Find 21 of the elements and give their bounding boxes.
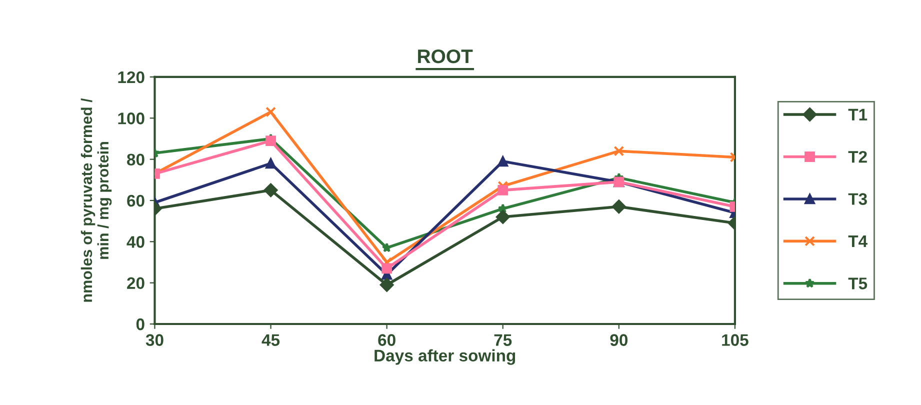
x-tick-label: 105 (722, 334, 748, 346)
legend-label: T3 (848, 193, 867, 205)
x-tick-label: 90 (610, 334, 628, 346)
legend-label: T5 (848, 278, 868, 290)
x-tick-label: 75 (494, 334, 512, 346)
y-tick-label: 60 (127, 194, 144, 207)
y-tick-label: 20 (127, 277, 144, 290)
y-axis-title: nmoles of pyruvate formed / min / mg protein (80, 98, 112, 302)
x-tick-label: 45 (262, 334, 280, 346)
y-tick-label: 40 (126, 236, 144, 248)
y-tick-label: 80 (127, 154, 144, 166)
legend-label: T4 (848, 236, 868, 247)
y-tick-label: 0 (136, 318, 144, 330)
x-axis-title: Days after sowing (374, 349, 516, 365)
y-tick-label: 100 (118, 112, 144, 124)
chart-title: ROOT (418, 49, 473, 64)
y-tick-label: 120 (118, 71, 144, 84)
x-tick-label: 60 (378, 334, 396, 346)
x-tick-label: 30 (146, 334, 164, 346)
legend-label: T1 (848, 108, 868, 120)
legend-label: T2 (848, 150, 867, 163)
